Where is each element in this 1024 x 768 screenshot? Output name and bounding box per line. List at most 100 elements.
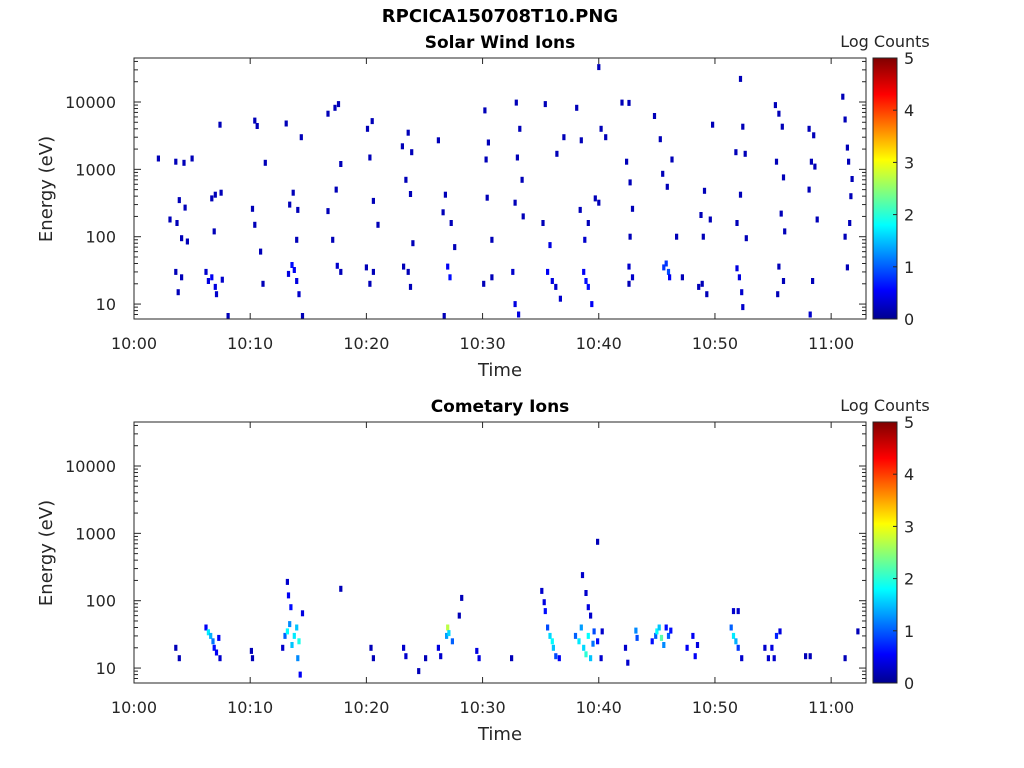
heatmap-cell [218,121,222,128]
heatmap-cell [845,144,849,151]
y-axis-ticks: 10 100 1000 10000 [65,424,866,679]
colorbar-tick-label: 0 [904,310,914,329]
heatmap-cell [298,671,302,678]
heatmap-cell [292,632,296,639]
colorbar-tick-label: 5 [904,49,914,68]
heatmap-cell [443,191,447,198]
heatmap-cell [662,264,666,271]
heatmap-cell [593,195,597,202]
heatmap-cell [210,274,214,281]
heatmap-cell [777,263,781,270]
heatmap-cell [770,644,774,651]
heatmap-cell [807,186,811,193]
heatmap-cell [408,191,413,197]
heatmap-cell [542,599,546,606]
heatmap-cell [300,610,305,617]
x-tick-label: 10:20 [343,698,389,717]
heatmap-cell [845,264,849,271]
heatmap-cell [486,139,490,146]
heatmap-cell [695,642,700,648]
heatmap-cell [705,291,709,298]
heatmap-cell [339,585,343,592]
heatmap-cell [804,653,808,660]
heatmap-cell [555,150,559,157]
heatmap-cell [453,244,457,251]
heatmap-cell [514,99,518,106]
y-tick-label: 10000 [65,457,116,476]
heatmap-cell [299,134,303,141]
heatmap-cell [460,594,464,601]
heatmap-cell [586,604,590,611]
heatmap-cell [628,179,632,186]
heatmap-cell [740,289,744,296]
heatmap-cell [326,208,330,215]
heatmap-cell [174,644,178,651]
heatmap-cell [734,149,738,156]
heatmap-cell [550,278,554,284]
heatmap-cell [404,176,408,183]
heatmap-cell [411,240,415,247]
heatmap-cell [511,268,515,275]
heatmap-cell [777,110,781,117]
heatmap-cell [253,221,257,228]
colorbar-tick-label: 4 [904,101,914,120]
heatmap-cell [589,612,593,619]
heatmap-cell [841,93,845,100]
heatmap-cell [365,125,370,132]
heatmap-cell [781,278,786,284]
heatmap-cell [543,608,547,615]
heatmap-cell [628,233,632,240]
plot-frame [133,421,867,684]
colorbar-tick-label: 3 [904,153,914,172]
heatmap-cell [296,206,300,213]
heatmap-cell [336,101,341,108]
heatmap-cell [664,624,668,631]
heatmap-cell [281,644,285,651]
heatmap-cell [807,125,811,132]
x-axis-label: Time [477,360,522,381]
x-tick-label: 10:40 [576,334,622,353]
heatmap-cell [513,301,517,308]
heatmap-cell [737,274,741,281]
heatmap-cell [627,280,631,287]
heatmap-cell [447,630,451,637]
heatmap-cell [597,64,601,71]
heatmap-cell [436,137,440,144]
heatmap-cell [286,592,291,599]
solar-wind-panel: Solar Wind Ions 10:00 10:10 10:20 10:30 10:4… [36,32,930,381]
heatmap-cell [333,104,337,111]
heatmap-cell [744,235,748,242]
heatmap-cell [446,263,450,270]
heatmap-cell [284,120,288,127]
heatmap-cell [579,624,583,631]
heatmap-cell [250,205,255,212]
colorbar [872,57,898,320]
heatmap-cell [212,228,216,235]
x-axis-label: Time [477,724,522,745]
heatmap-cell [661,170,665,177]
y-tick-label: 100 [85,592,116,611]
heatmap-cell [445,632,449,639]
heatmap-cell [441,209,445,216]
heatmap-cell [175,220,179,226]
heatmap-cell [439,653,443,660]
heatmap-cell [290,642,294,648]
heatmap-cell [558,295,562,302]
heatmap-cell [518,125,522,132]
colorbar-label: Log Counts [840,396,930,415]
heatmap-cell [774,632,779,639]
heatmap-cell [404,653,408,660]
heatmap-cell [780,123,784,130]
heatmap-cell [424,655,428,662]
heatmap-cell [457,612,461,619]
heatmap-cell [174,158,178,165]
heatmap-cell [213,191,217,198]
heatmap-cell [783,228,787,235]
heatmap-cell [856,628,860,635]
heatmap-cell [650,638,654,645]
heatmap-cell [370,118,374,125]
heatmap-cell [580,572,585,579]
heatmap-cell [288,621,292,628]
heatmap-cell [658,136,662,143]
heatmap-cell [296,655,300,662]
